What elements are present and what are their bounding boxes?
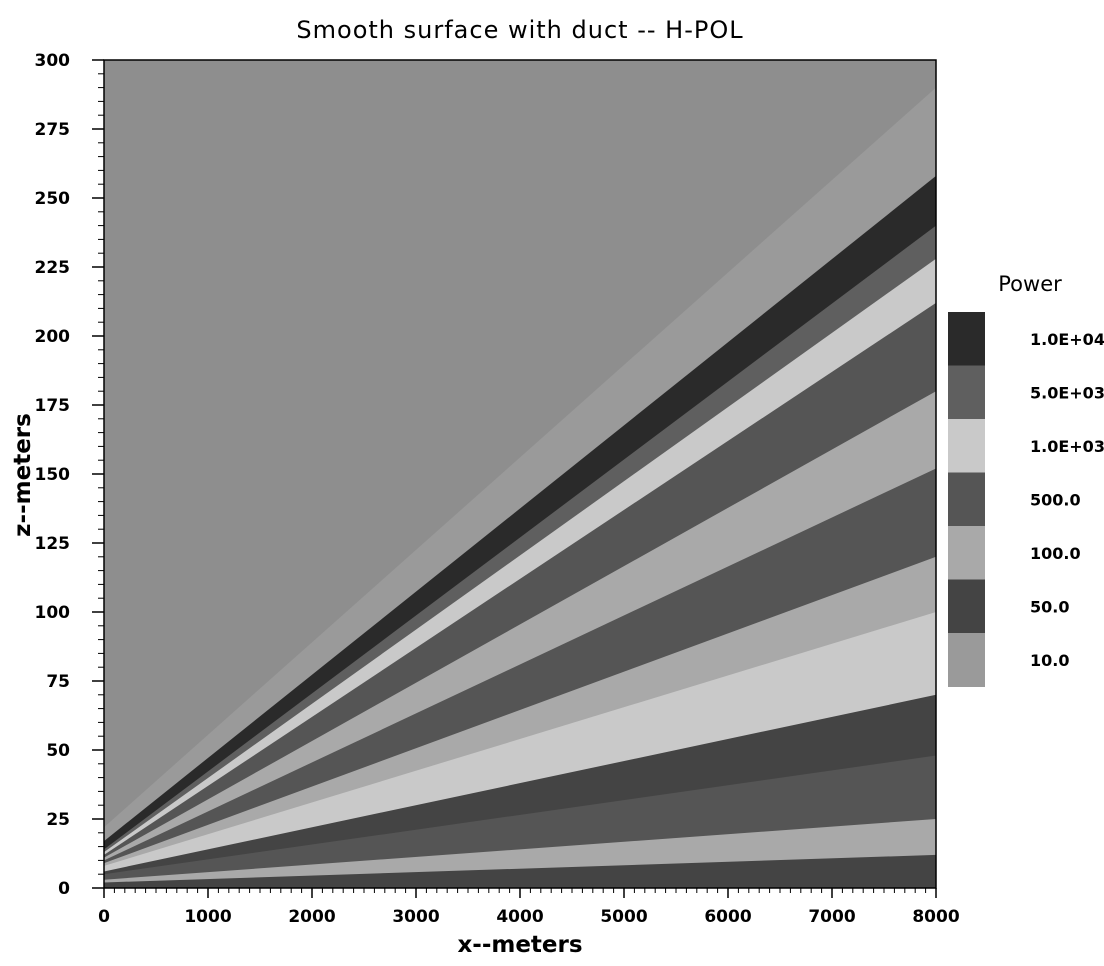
legend-label: 100.0 bbox=[1030, 544, 1081, 563]
y-tick-label: 200 bbox=[35, 327, 71, 347]
legend-label: 5.0E+03 bbox=[1030, 383, 1104, 402]
x-tick-label: 4000 bbox=[496, 907, 543, 927]
y-axis-label: z--meters bbox=[10, 413, 36, 537]
x-tick-label: 3000 bbox=[392, 907, 439, 927]
y-tick-label: 250 bbox=[35, 189, 71, 209]
x-tick-label: 1000 bbox=[184, 907, 231, 927]
y-tick-label: 300 bbox=[35, 51, 71, 71]
x-tick-label: 0 bbox=[98, 907, 110, 927]
x-axis-label: x--meters bbox=[457, 932, 582, 958]
legend-title: Power bbox=[998, 272, 1062, 296]
y-axis: 0 25 50 75 100 125 150 175 200 225 250 275 300 bbox=[35, 51, 104, 899]
y-tick-label: 0 bbox=[58, 879, 70, 899]
legend-swatch bbox=[948, 312, 985, 366]
x-tick-label: 8000 bbox=[912, 907, 959, 927]
chart-title: Smooth surface with duct -- H-POL bbox=[296, 16, 743, 44]
legend-swatch bbox=[948, 419, 985, 473]
y-tick-label: 225 bbox=[35, 258, 71, 278]
y-tick-label: 50 bbox=[46, 741, 70, 761]
legend-swatch bbox=[948, 633, 985, 687]
x-tick-label: 6000 bbox=[704, 907, 751, 927]
power-bands bbox=[104, 87, 936, 888]
legend-label: 500.0 bbox=[1030, 490, 1081, 509]
legend-swatch bbox=[948, 472, 985, 527]
y-tick-label: 175 bbox=[35, 396, 71, 416]
legend-label: 50.0 bbox=[1030, 597, 1069, 616]
y-tick-label: 75 bbox=[46, 672, 70, 692]
x-tick-label: 2000 bbox=[288, 907, 335, 927]
y-tick-label: 150 bbox=[35, 465, 71, 485]
y-tick-label: 25 bbox=[46, 810, 70, 830]
x-tick-label: 7000 bbox=[808, 907, 855, 927]
power-band bbox=[104, 854, 936, 888]
legend-label: 1.0E+04 bbox=[1030, 330, 1104, 349]
legend-swatch bbox=[948, 526, 985, 580]
x-tick-label: 5000 bbox=[600, 907, 647, 927]
legend-label: 10.0 bbox=[1030, 651, 1069, 670]
legend-label: 1.0E+03 bbox=[1030, 437, 1104, 456]
legend: 1.0E+04 5.0E+03 1.0E+03 500.0 100.0 50.0 10.0 bbox=[948, 312, 1104, 687]
y-tick-label: 125 bbox=[35, 534, 71, 554]
y-tick-label: 100 bbox=[35, 603, 71, 623]
legend-swatch bbox=[948, 365, 985, 420]
y-tick-label: 275 bbox=[35, 120, 71, 140]
x-axis: 0 1000 2000 3000 4000 5000 6000 7000 8000 bbox=[98, 888, 960, 927]
legend-swatch bbox=[948, 579, 985, 634]
